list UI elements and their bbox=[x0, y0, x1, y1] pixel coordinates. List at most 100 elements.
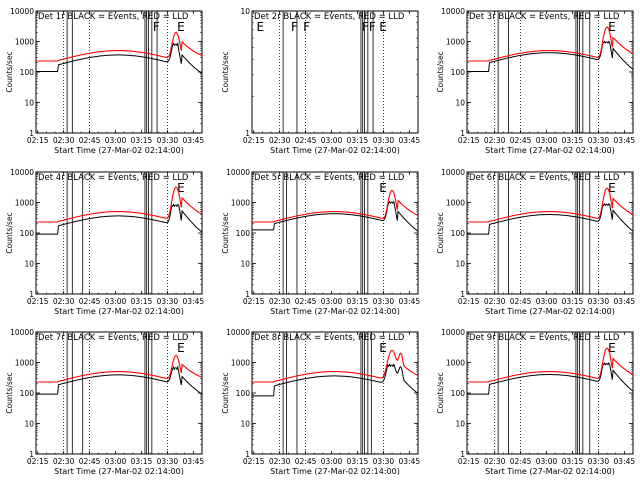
x-tick-label: 02:15 bbox=[458, 297, 480, 306]
y-axis-label: Counts/sec bbox=[221, 51, 230, 92]
panel-title: Det 4r BLACK = Events, RED = LLD bbox=[38, 173, 189, 183]
x-tick-label: 03:00 bbox=[105, 457, 127, 466]
panel-title: Det 8r BLACK = Events, RED = LLD bbox=[254, 333, 405, 343]
y-tick-label: 100 bbox=[20, 389, 35, 398]
panel-det-6r: Det 6r BLACK = Events, RED = LLD 02:15 02:… bbox=[436, 168, 635, 316]
x-tick-label: 03:15 bbox=[131, 457, 153, 466]
lld-series-line bbox=[467, 347, 634, 383]
x-tick-label: 02:45 bbox=[510, 136, 532, 145]
x-tick-label: 03:15 bbox=[562, 457, 584, 466]
flag-letter: E bbox=[608, 20, 616, 34]
panel-det-3r: Det 3r BLACK = Events, RED = LLD 02:15 02:… bbox=[436, 7, 635, 155]
panel-det-9r: Det 9r BLACK = Events, RED = LLD 02:15 02:… bbox=[436, 328, 635, 476]
x-tick-label: 03:30 bbox=[157, 136, 179, 145]
x-tick-label: 03:15 bbox=[347, 136, 369, 145]
x-tick-label: 02:15 bbox=[27, 297, 49, 306]
y-tick-label: 1000 bbox=[446, 359, 465, 368]
lld-series-line bbox=[36, 31, 203, 62]
x-tick-label: 02:45 bbox=[295, 297, 317, 306]
x-tick-label: 02:15 bbox=[27, 136, 49, 145]
y-axis-label: Counts/sec bbox=[436, 51, 445, 92]
x-tick-label: 02:15 bbox=[458, 136, 480, 145]
x-axis-label: Start Time (27-Mar-02 02:14:00) bbox=[54, 467, 184, 476]
x-tick-label: 03:30 bbox=[588, 457, 610, 466]
x-tick-label: 03:30 bbox=[588, 136, 610, 145]
x-tick-label: 03:30 bbox=[373, 136, 395, 145]
x-tick-label: 02:30 bbox=[269, 297, 291, 306]
x-tick-label: 03:45 bbox=[614, 136, 636, 145]
y-tick-label: 1 bbox=[460, 129, 465, 138]
panel-det-2r: Det 2r BLACK = Events, RED = LLD 02:15 02:… bbox=[221, 7, 420, 155]
events-series-line bbox=[252, 200, 419, 232]
x-tick-label: 02:30 bbox=[53, 297, 75, 306]
y-tick-label: 1000 bbox=[15, 359, 34, 368]
y-axis-label: Counts/sec bbox=[221, 212, 230, 253]
x-tick-label: 03:30 bbox=[157, 457, 179, 466]
x-tick-label: 03:00 bbox=[321, 457, 343, 466]
x-tick-label: 03:45 bbox=[614, 297, 636, 306]
flag-letter: E bbox=[379, 181, 387, 195]
y-tick-label: 100 bbox=[451, 229, 466, 238]
y-tick-label: 1 bbox=[245, 450, 250, 459]
flag-letter: E bbox=[379, 341, 387, 355]
lld-series-line bbox=[467, 26, 634, 62]
x-tick-label: 03:45 bbox=[614, 457, 636, 466]
panel-title: Det 6r BLACK = Events, RED = LLD bbox=[469, 173, 620, 183]
x-tick-label: 03:30 bbox=[373, 457, 395, 466]
y-tick-label: 10 bbox=[240, 7, 250, 16]
y-tick-label: 100 bbox=[20, 229, 35, 238]
x-tick-label: 02:30 bbox=[269, 457, 291, 466]
panel-title: Det 3r BLACK = Events, RED = LLD bbox=[469, 12, 620, 22]
y-axis-label: Counts/sec bbox=[5, 212, 14, 253]
events-series-line bbox=[252, 363, 419, 397]
y-axis-label: Counts/sec bbox=[436, 212, 445, 253]
x-tick-label: 02:15 bbox=[243, 457, 265, 466]
x-tick-label: 03:45 bbox=[183, 297, 205, 306]
x-tick-label: 02:45 bbox=[510, 457, 532, 466]
x-axis-label: Start Time (27-Mar-02 02:14:00) bbox=[54, 307, 184, 316]
flag-letter: F bbox=[369, 20, 376, 34]
y-tick-label: 1 bbox=[245, 129, 250, 138]
x-tick-label: 02:45 bbox=[79, 457, 101, 466]
lld-series-line bbox=[252, 189, 419, 223]
x-tick-label: 02:30 bbox=[484, 136, 506, 145]
flag-letter: E bbox=[177, 20, 185, 34]
x-tick-label: 03:00 bbox=[536, 136, 558, 145]
y-tick-label: 1 bbox=[29, 129, 34, 138]
y-axis-label: Counts/sec bbox=[436, 372, 445, 413]
flag-letter: E bbox=[608, 341, 616, 355]
x-tick-label: 02:45 bbox=[295, 136, 317, 145]
x-tick-label: 03:45 bbox=[399, 136, 421, 145]
y-tick-label: 100 bbox=[451, 389, 466, 398]
y-tick-label: 1000 bbox=[15, 38, 34, 47]
x-tick-label: 02:45 bbox=[510, 297, 532, 306]
y-tick-label: 100 bbox=[236, 229, 251, 238]
y-tick-label: 10000 bbox=[441, 7, 465, 16]
x-tick-label: 02:15 bbox=[243, 297, 265, 306]
x-tick-label: 03:45 bbox=[399, 297, 421, 306]
y-tick-label: 10 bbox=[455, 260, 465, 269]
y-tick-label: 10 bbox=[240, 260, 250, 269]
x-tick-label: 02:45 bbox=[79, 297, 101, 306]
panel-title: Det 1r BLACK = Events, RED = LLD bbox=[38, 12, 189, 22]
y-tick-label: 10000 bbox=[226, 168, 250, 177]
x-tick-label: 03:45 bbox=[183, 457, 205, 466]
events-series-line bbox=[36, 41, 203, 74]
y-tick-label: 10 bbox=[240, 420, 250, 429]
plot-frame bbox=[251, 171, 419, 295]
x-tick-label: 03:45 bbox=[399, 457, 421, 466]
panel-title: Det 5r BLACK = Events, RED = LLD bbox=[254, 173, 405, 183]
y-tick-label: 1 bbox=[29, 450, 34, 459]
events-series-line bbox=[36, 203, 203, 235]
y-tick-label: 1000 bbox=[15, 199, 34, 208]
x-tick-label: 03:00 bbox=[536, 457, 558, 466]
x-tick-label: 03:15 bbox=[347, 457, 369, 466]
x-tick-label: 03:15 bbox=[131, 297, 153, 306]
panel-det-8r: Det 8r BLACK = Events, RED = LLD 02:15 02:… bbox=[221, 328, 420, 476]
flag-letter: E bbox=[256, 20, 264, 34]
x-tick-label: 03:30 bbox=[373, 297, 395, 306]
x-axis-label: Start Time (27-Mar-02 02:14:00) bbox=[485, 307, 615, 316]
x-tick-label: 03:30 bbox=[588, 297, 610, 306]
x-tick-label: 03:15 bbox=[562, 136, 584, 145]
